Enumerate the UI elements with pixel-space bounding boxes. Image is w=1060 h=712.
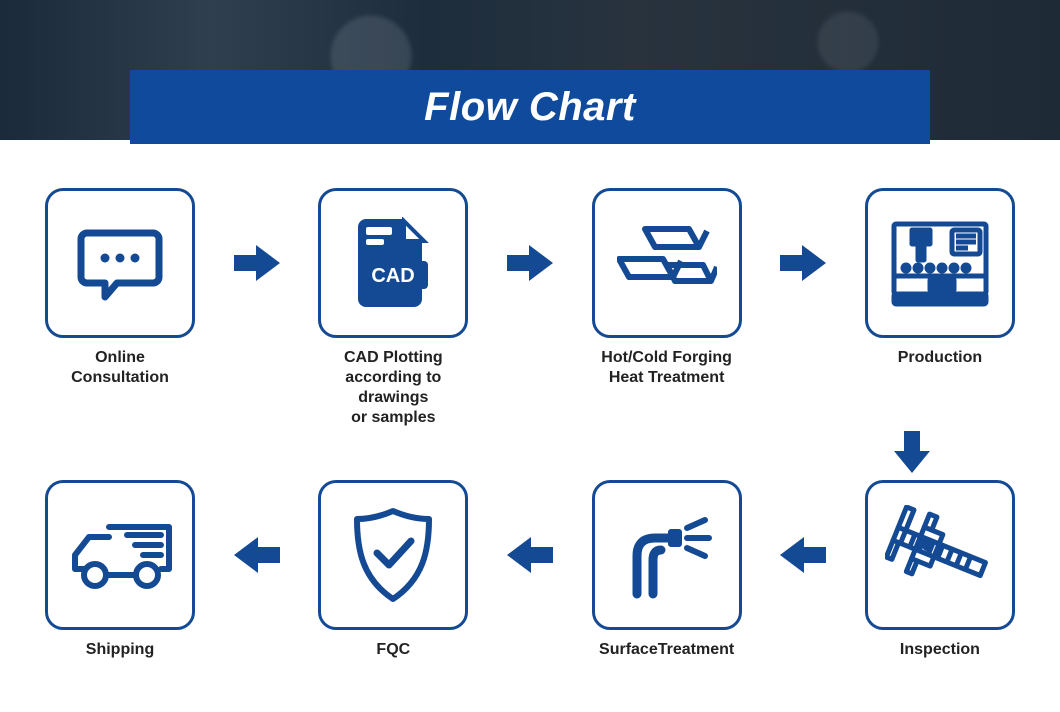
machine-icon xyxy=(890,218,990,308)
card-online-consultation xyxy=(45,188,195,338)
card-inspection xyxy=(865,480,1015,630)
card-shipping xyxy=(45,480,195,630)
step-label: CAD Plottingaccording to drawingsor samp… xyxy=(313,348,473,428)
arrow-right xyxy=(773,188,833,338)
page-title: Flow Chart xyxy=(424,85,636,130)
arrow-left xyxy=(773,480,833,630)
ingots-icon xyxy=(617,223,717,303)
arrow-right xyxy=(500,188,560,338)
arrow-left xyxy=(500,480,560,630)
step-forging: Hot/Cold ForgingHeat Treatment xyxy=(587,188,747,388)
cad-file-icon: CAD xyxy=(356,217,430,309)
step-label: SurfaceTreatment xyxy=(599,640,734,660)
card-production xyxy=(865,188,1015,338)
hero-banner: Flow Chart xyxy=(0,0,1060,140)
arrow-right xyxy=(227,188,287,338)
title-bar: Flow Chart xyxy=(130,70,930,144)
card-cad-plotting: CAD xyxy=(318,188,468,338)
arrow-down xyxy=(40,428,1020,476)
step-label: Hot/Cold ForgingHeat Treatment xyxy=(601,348,732,388)
step-fqc: FQC xyxy=(313,480,473,660)
shield-check-icon xyxy=(351,507,435,603)
flowchart: OnlineConsultation CAD CAD Plottingaccor xyxy=(0,140,1060,680)
step-label: Production xyxy=(898,348,982,368)
step-production: Production xyxy=(860,188,1020,368)
arrow-left xyxy=(227,480,287,630)
svg-text:CAD: CAD xyxy=(372,265,415,287)
step-inspection: Inspection xyxy=(860,480,1020,660)
step-label: Shipping xyxy=(86,640,154,660)
caliper-icon xyxy=(885,505,995,605)
step-label: OnlineConsultation xyxy=(71,348,169,388)
spray-icon xyxy=(619,510,715,600)
card-forging xyxy=(592,188,742,338)
step-label: FQC xyxy=(376,640,410,660)
step-shipping: Shipping xyxy=(40,480,200,660)
step-online-consultation: OnlineConsultation xyxy=(40,188,200,388)
flow-row-2: Shipping FQC xyxy=(40,480,1020,660)
truck-icon xyxy=(65,515,175,595)
step-label: Inspection xyxy=(900,640,980,660)
card-surface-treatment xyxy=(592,480,742,630)
step-surface-treatment: SurfaceTreatment xyxy=(587,480,747,660)
card-fqc xyxy=(318,480,468,630)
chat-icon xyxy=(77,225,163,301)
step-cad-plotting: CAD CAD Plottingaccording to drawingsor … xyxy=(313,188,473,428)
flow-row-1: OnlineConsultation CAD CAD Plottingaccor xyxy=(40,188,1020,428)
